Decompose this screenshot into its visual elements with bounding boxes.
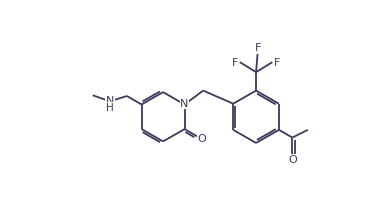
Text: O: O <box>289 155 298 165</box>
Text: O: O <box>198 134 206 144</box>
Text: N: N <box>180 99 189 109</box>
Text: F: F <box>274 58 280 68</box>
Text: H: H <box>106 103 114 113</box>
Text: F: F <box>232 58 238 68</box>
Text: F: F <box>255 43 262 53</box>
Text: N: N <box>106 96 114 106</box>
